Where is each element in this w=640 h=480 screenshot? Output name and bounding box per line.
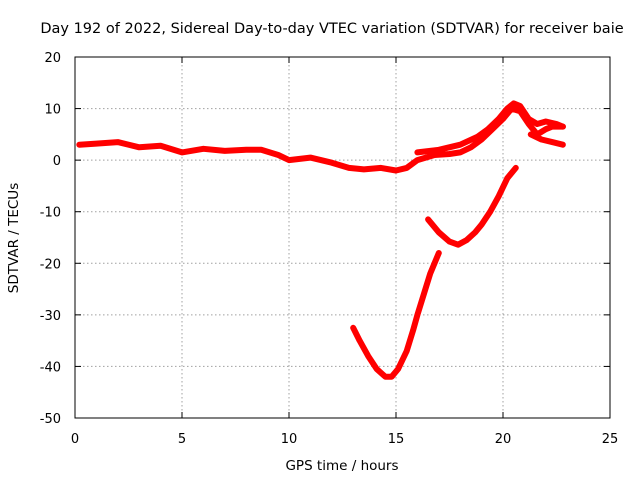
- y-axis-label: SDTVAR / TECUs: [6, 183, 22, 293]
- data-point: [474, 134, 480, 140]
- y-tick-label: 10: [44, 103, 61, 118]
- data-point: [496, 116, 502, 122]
- data-point: [543, 118, 549, 125]
- data-point: [457, 142, 463, 148]
- data-point: [560, 124, 566, 130]
- data-point: [404, 348, 410, 354]
- data-point: [414, 312, 420, 318]
- data-point: [378, 165, 384, 171]
- data-point: [93, 141, 99, 147]
- x-tick-label: 10: [281, 432, 298, 447]
- data-point: [350, 325, 356, 331]
- data-point: [374, 366, 380, 372]
- data-point: [534, 121, 540, 127]
- data-point: [357, 338, 363, 344]
- data-point: [526, 116, 532, 122]
- series-main-trace: [76, 105, 566, 174]
- data-point: [158, 143, 164, 149]
- data-point: [455, 242, 461, 248]
- y-tick-label: 0: [53, 154, 61, 169]
- data-point: [472, 229, 478, 235]
- data-point: [179, 149, 185, 155]
- y-tick-label: 20: [44, 51, 61, 66]
- data-point: [446, 239, 453, 245]
- data-point: [436, 147, 442, 153]
- data-point: [389, 374, 395, 380]
- data-point: [538, 136, 545, 143]
- y-tick-label: -40: [40, 360, 61, 375]
- data-point: [560, 142, 566, 148]
- data-point: [382, 374, 388, 380]
- x-tick-label: 15: [388, 432, 405, 447]
- data-point: [243, 147, 249, 153]
- y-tick-label: -50: [40, 412, 61, 427]
- data-point: [517, 103, 523, 109]
- plot-frame: [74, 56, 611, 419]
- grid: [75, 57, 610, 418]
- data-point: [549, 139, 555, 145]
- axis-ticks: 0 5 10 15 20 25 20 10 0 -10 -20 -30 -40 -50: [40, 51, 619, 447]
- data-point: [414, 149, 420, 155]
- x-tick-label: 5: [178, 432, 186, 447]
- data-point: [427, 271, 433, 277]
- data-point: [365, 353, 371, 359]
- data-point: [528, 131, 534, 137]
- data-point: [553, 121, 560, 127]
- data-point: [307, 155, 313, 161]
- data-point: [275, 152, 281, 158]
- chart-title: Day 192 of 2022, Sidereal Day-to-day VTE…: [40, 21, 623, 37]
- series-main-trace-lower: [527, 131, 566, 148]
- data-point: [504, 106, 510, 112]
- y-tick-label: -20: [40, 257, 61, 272]
- data-point: [513, 165, 519, 171]
- data-point: [436, 229, 442, 235]
- data-point: [222, 148, 228, 154]
- data-point: [457, 149, 463, 155]
- data-point: [485, 126, 491, 132]
- data-point: [425, 216, 431, 222]
- data-point: [431, 152, 438, 158]
- data-point: [393, 167, 399, 174]
- data-point: [487, 209, 493, 215]
- data-point: [286, 157, 292, 163]
- series-group: [76, 100, 566, 380]
- data-point: [361, 166, 367, 172]
- data-point: [436, 250, 442, 256]
- y-tick-label: -10: [40, 206, 61, 221]
- x-axis-label: GPS time / hours: [285, 458, 398, 474]
- y-tick-label: -30: [40, 309, 61, 324]
- x-tick-label: 0: [71, 432, 79, 447]
- data-point: [421, 291, 427, 297]
- data-point: [258, 147, 264, 153]
- data-point: [414, 157, 420, 163]
- data-point: [136, 144, 142, 150]
- data-point: [404, 165, 410, 171]
- data-point: [504, 175, 510, 181]
- data-point: [115, 139, 121, 145]
- x-tick-label: 25: [602, 432, 619, 447]
- data-point: [76, 142, 82, 148]
- data-point: [446, 151, 453, 157]
- data-point: [464, 237, 470, 243]
- data-point: [468, 144, 474, 150]
- data-point: [543, 126, 549, 132]
- data-point: [395, 366, 401, 372]
- data-point: [496, 193, 502, 199]
- data-point: [329, 160, 335, 166]
- data-point: [479, 222, 485, 228]
- data-point: [200, 146, 206, 152]
- data-point: [346, 165, 352, 171]
- data-point: [410, 327, 416, 333]
- data-point: [511, 100, 517, 106]
- x-tick-label: 20: [495, 432, 512, 447]
